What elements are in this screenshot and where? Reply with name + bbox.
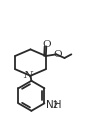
Text: 2: 2 xyxy=(53,101,58,110)
Text: O: O xyxy=(42,40,51,49)
Text: NH: NH xyxy=(46,100,62,110)
Text: O: O xyxy=(54,50,62,59)
Text: N: N xyxy=(23,71,32,80)
